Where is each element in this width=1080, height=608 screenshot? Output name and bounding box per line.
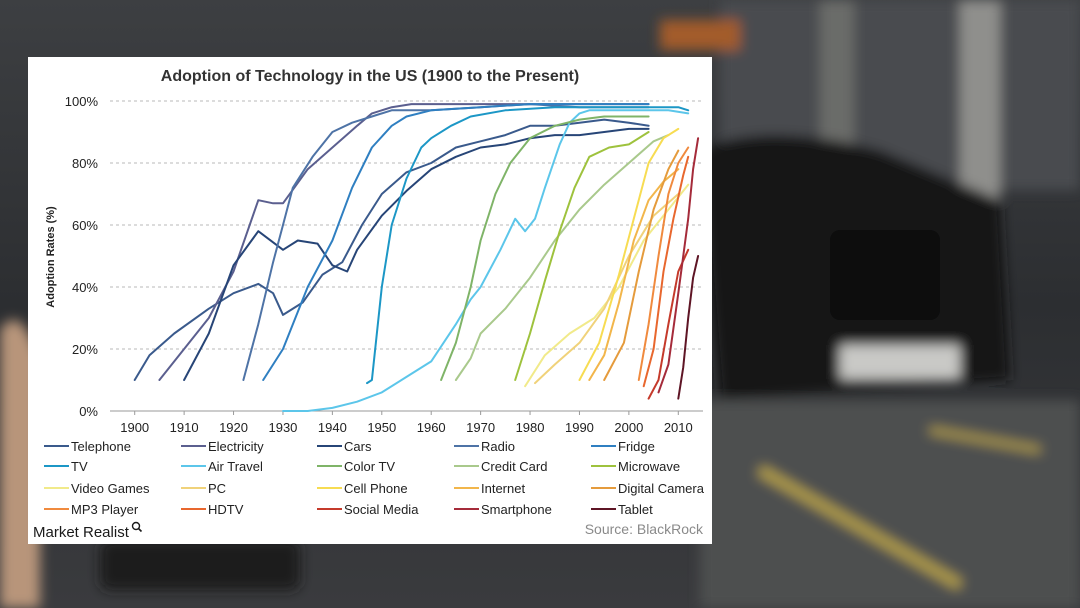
y-tick-label: 60% bbox=[72, 218, 98, 233]
x-tick-label: 1980 bbox=[516, 420, 545, 435]
x-tick-label: 1900 bbox=[120, 420, 149, 435]
legend-label: Radio bbox=[481, 439, 515, 454]
legend-item-social-media: Social Media bbox=[317, 502, 419, 517]
legend-label: Internet bbox=[481, 481, 525, 496]
legend-item-tablet: Tablet bbox=[591, 502, 653, 517]
legend-item-color-tv: Color TV bbox=[317, 459, 395, 474]
legend-label: Smartphone bbox=[481, 502, 552, 517]
legend-item-cell-phone: Cell Phone bbox=[317, 481, 408, 496]
legend-item-air-travel: Air Travel bbox=[181, 459, 263, 474]
legend-label: Cell Phone bbox=[344, 481, 408, 496]
series-line-credit-card bbox=[454, 134, 670, 381]
brand-logo: Market Realist bbox=[33, 524, 130, 541]
series-line-smartphone bbox=[657, 137, 700, 394]
legend-label: Telephone bbox=[71, 439, 131, 454]
chart-card: Adoption of Technology in the US (1900 t… bbox=[28, 57, 712, 544]
series-line-electricity bbox=[158, 103, 650, 381]
x-tick-label: 2010 bbox=[664, 420, 693, 435]
legend-item-internet: Internet bbox=[454, 481, 525, 496]
legend-label: Digital Camera bbox=[618, 481, 705, 496]
magnifier-icon bbox=[131, 521, 143, 533]
series-line-air-travel bbox=[282, 109, 690, 412]
x-tick-label: 1930 bbox=[268, 420, 297, 435]
legend-label: Electricity bbox=[208, 439, 264, 454]
y-tick-label: 0% bbox=[79, 404, 98, 419]
legend-label: HDTV bbox=[208, 502, 244, 517]
legend-item-telephone: Telephone bbox=[44, 439, 131, 454]
legend-label: Tablet bbox=[618, 502, 653, 517]
series-line-fridge bbox=[262, 103, 650, 381]
legend-item-microwave: Microwave bbox=[591, 459, 680, 474]
series-line-mp3-player bbox=[637, 146, 690, 381]
x-tick-label: 1970 bbox=[466, 420, 495, 435]
x-tick-label: 1990 bbox=[565, 420, 594, 435]
legend-label: PC bbox=[208, 481, 226, 496]
x-tick-label: 1960 bbox=[417, 420, 446, 435]
y-tick-label: 100% bbox=[65, 94, 99, 109]
legend-item-pc: PC bbox=[181, 481, 226, 496]
series-line-cell-phone bbox=[578, 127, 680, 381]
legend-label: Microwave bbox=[618, 459, 680, 474]
legend-item-fridge: Fridge bbox=[591, 439, 655, 454]
legend-item-mp3-player: MP3 Player bbox=[44, 502, 139, 517]
legend-item-smartphone: Smartphone bbox=[454, 502, 552, 517]
legend-label: Video Games bbox=[71, 481, 150, 496]
y-axis-label: Adoption Rates (%) bbox=[45, 206, 57, 308]
y-tick-label: 80% bbox=[72, 156, 98, 171]
x-tick-label: 1920 bbox=[219, 420, 248, 435]
series-line-telephone bbox=[133, 118, 650, 381]
legend-item-electricity: Electricity bbox=[181, 439, 264, 454]
series-line-hdtv bbox=[642, 155, 690, 388]
series-line-digital-camera bbox=[603, 149, 680, 381]
legend-label: Cars bbox=[344, 439, 372, 454]
series-line-pc bbox=[534, 193, 680, 385]
chart-title: Adoption of Technology in the US (1900 t… bbox=[161, 68, 579, 85]
source-text: Source: BlackRock bbox=[585, 521, 704, 537]
legend-item-tv: TV bbox=[44, 459, 88, 474]
y-tick-label: 40% bbox=[72, 280, 98, 295]
series-line-color-tv bbox=[440, 115, 650, 381]
series-line-cars bbox=[183, 127, 650, 381]
legend-label: Fridge bbox=[618, 439, 655, 454]
y-tick-label: 20% bbox=[72, 342, 98, 357]
x-tick-label: 2000 bbox=[614, 420, 643, 435]
legend-label: TV bbox=[71, 459, 88, 474]
series-line-tablet bbox=[677, 255, 700, 400]
legend-label: Credit Card bbox=[481, 459, 547, 474]
x-tick-label: 1940 bbox=[318, 420, 347, 435]
legend-item-credit-card: Credit Card bbox=[454, 459, 547, 474]
legend-item-radio: Radio bbox=[454, 439, 515, 454]
legend-item-video-games: Video Games bbox=[44, 481, 150, 496]
legend-label: Air Travel bbox=[208, 459, 263, 474]
series-line-tv bbox=[366, 106, 690, 385]
line-chart: Adoption of Technology in the US (1900 t… bbox=[33, 68, 705, 541]
legend-label: Color TV bbox=[344, 459, 395, 474]
x-tick-label: 1910 bbox=[170, 420, 199, 435]
legend-item-cars: Cars bbox=[317, 439, 372, 454]
x-tick-label: 1950 bbox=[367, 420, 396, 435]
series-line-microwave bbox=[514, 131, 650, 381]
series-line-radio bbox=[242, 103, 650, 381]
legend-label: MP3 Player bbox=[71, 502, 139, 517]
legend-item-digital-camera: Digital Camera bbox=[591, 481, 705, 496]
legend-label: Social Media bbox=[344, 502, 419, 517]
legend-item-hdtv: HDTV bbox=[181, 502, 244, 517]
